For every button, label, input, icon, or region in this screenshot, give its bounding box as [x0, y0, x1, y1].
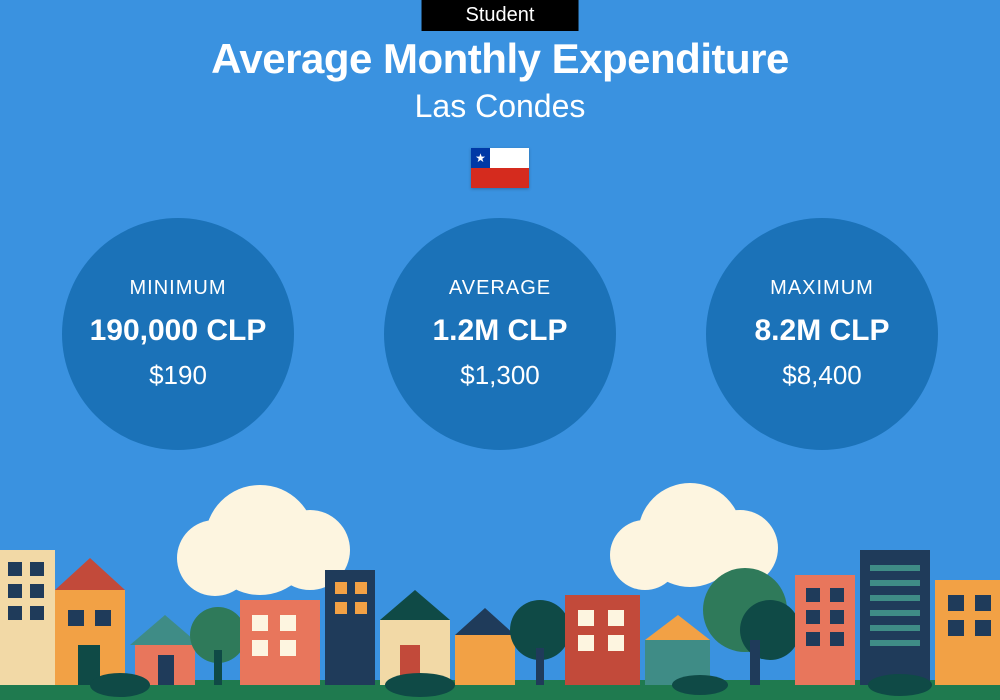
stat-circles: MINIMUM 190,000 CLP $190 AVERAGE 1.2M CL…: [0, 218, 1000, 450]
flag-stripe-white: [490, 148, 529, 168]
stat-circle-average: AVERAGE 1.2M CLP $1,300: [384, 218, 616, 450]
stat-value: 1.2M CLP: [432, 314, 567, 348]
location-subtitle: Las Condes: [0, 88, 1000, 125]
flag-icon: ★: [471, 148, 529, 188]
stat-subvalue: $1,300: [460, 360, 540, 391]
flag-stripe-red: [471, 168, 529, 188]
stat-label: MAXIMUM: [770, 277, 874, 300]
stat-value: 190,000 CLP: [90, 314, 267, 348]
stat-value: 8.2M CLP: [754, 314, 889, 348]
stat-label: MINIMUM: [130, 277, 227, 300]
stat-subvalue: $190: [149, 360, 207, 391]
stat-subvalue: $8,400: [782, 360, 862, 391]
stat-label: AVERAGE: [449, 277, 551, 300]
flag-star-icon: ★: [471, 148, 490, 168]
page-title: Average Monthly Expenditure: [0, 35, 1000, 83]
category-badge: Student: [422, 0, 579, 31]
stat-circle-minimum: MINIMUM 190,000 CLP $190: [62, 218, 294, 450]
stat-circle-maximum: MAXIMUM 8.2M CLP $8,400: [706, 218, 938, 450]
